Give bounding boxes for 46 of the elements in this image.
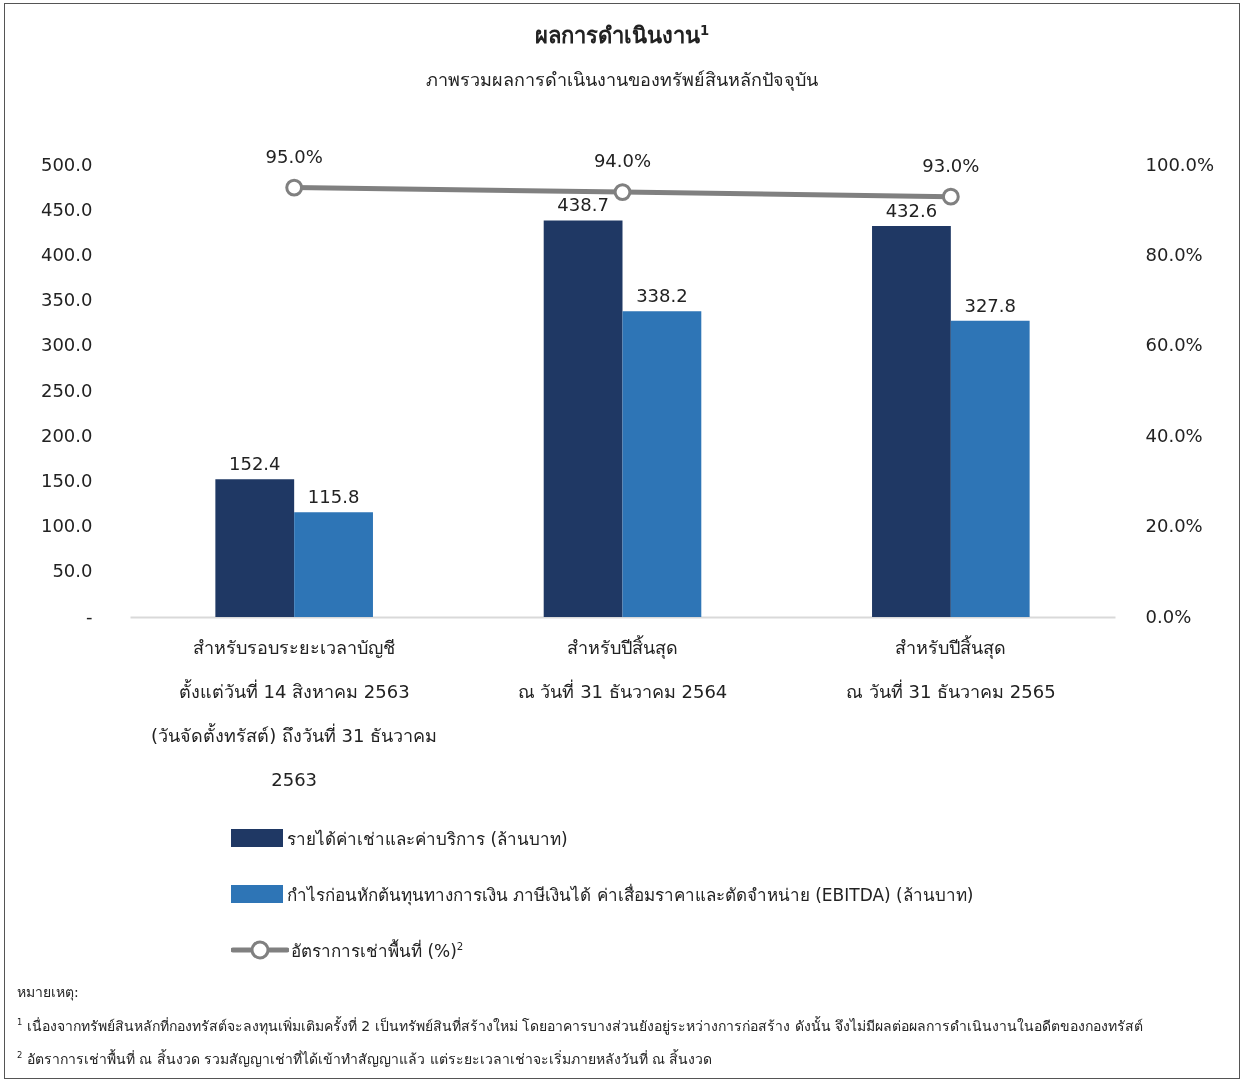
bar bbox=[543, 220, 623, 617]
bar bbox=[215, 479, 295, 617]
y-tick-label: 400.0 bbox=[40, 243, 93, 265]
y2-tick-label: 0.0% bbox=[1145, 605, 1192, 627]
text: $^{1}$ เนื่องจากทรัพย์สินหลักที่กองทรัสต์จะลงทุนเพิ่มเติมครั้งที่ 2 เป็นทรัพย์สินที่สร้างใหม่ โดยอาคารบางส่วนยังอยู่ระหว่างการก่อสร้าง ดังนั้น จึงไม่มีผลต่อผลการดำเนินงานในอดีตของกองทรัสต์ bbox=[17, 1015, 1143, 1037]
y-tick-label: 250.0 bbox=[40, 379, 93, 401]
bar bbox=[950, 320, 1030, 617]
data-label: 93.0% bbox=[922, 154, 980, 176]
y-tick-label: 100.0 bbox=[40, 515, 93, 537]
legend-label: รายได้ค่าเช่าและค่าบริการ (ล้านบาท) bbox=[287, 827, 568, 851]
y2-tick-label: 40.0% bbox=[1145, 424, 1203, 446]
data-label: 338.2 bbox=[636, 285, 688, 307]
category-label: สำหรับปีสิ้นสุด ณ วันที่ 31 ธันวาคม 2564 bbox=[517, 636, 728, 702]
y-tick-label: 150.0 bbox=[40, 469, 93, 491]
data-label: 115.8 bbox=[307, 486, 360, 508]
y-tick-label: 450.0 bbox=[40, 198, 93, 220]
y2-tick-label: 80.0% bbox=[1145, 243, 1203, 265]
category-label: สำหรับรอบระยะเวลาบัญชี ตั้งแต่วันที่ 14 สิงหาคม 2563 (วันจัดตั้งทรัสต์) ถึงวันที่ 31 ธันวาคม 2563 bbox=[151, 636, 438, 790]
y-tick-label: - bbox=[86, 605, 93, 627]
data-label: 327.8 bbox=[964, 294, 1016, 316]
y-tick-label: 50.0 bbox=[52, 560, 93, 582]
text: $^{2}$ อัตราการเช่าพื้นที่ ณ สิ้นงวด รวมสัญญาเช่าที่ได้เข้าทำสัญญาแล้ว แต่ระยะเวลาเช่าจะเริ่มภายหลังวันที่ ณ สิ้นงวด bbox=[17, 1048, 714, 1069]
data-label: 94.0% bbox=[593, 150, 652, 172]
y-tick-label: 350.0 bbox=[40, 289, 93, 311]
y-tick-label: 300.0 bbox=[40, 334, 93, 356]
point bbox=[941, 187, 960, 206]
bar bbox=[294, 512, 373, 617]
bar bbox=[872, 225, 951, 617]
data-label: 95.0% bbox=[265, 145, 323, 167]
data-label: 438.7 bbox=[557, 194, 609, 216]
point bbox=[613, 183, 632, 202]
chart-title: ผลการดำเนินงาน$^{1}$ bbox=[533, 21, 711, 50]
legend-label: อัตราการเช่าพื้นที่ (%)$^{2}$ bbox=[291, 938, 464, 963]
y-tick-label: 200.0 bbox=[40, 424, 93, 446]
text: หมายเหตุ: bbox=[17, 982, 80, 1003]
y2-tick-label: 20.0% bbox=[1145, 515, 1203, 537]
bar bbox=[622, 311, 702, 617]
y2-tick-label: 60.0% bbox=[1145, 334, 1203, 356]
data-label: 432.6 bbox=[885, 199, 938, 221]
category-label: สำหรับปีสิ้นสุด ณ วันที่ 31 ธันวาคม 2565 bbox=[846, 636, 1056, 702]
point bbox=[285, 178, 304, 197]
y-tick-label: 500.0 bbox=[40, 153, 93, 175]
data-label: 152.4 bbox=[229, 453, 281, 475]
y2-tick-label: 100.0% bbox=[1145, 153, 1215, 175]
legend-label: กำไรก่อนหักต้นทุนทางการเงิน ภาษีเงินได้ ค่าเสื่อมราคาและตัดจำหน่าย (EBITDA) (ล้านบาท) bbox=[287, 882, 974, 908]
chart-subtitle: ภาพรวมผลการดำเนินงานของทรัพย์สินหลักปัจจุบัน bbox=[425, 68, 819, 93]
